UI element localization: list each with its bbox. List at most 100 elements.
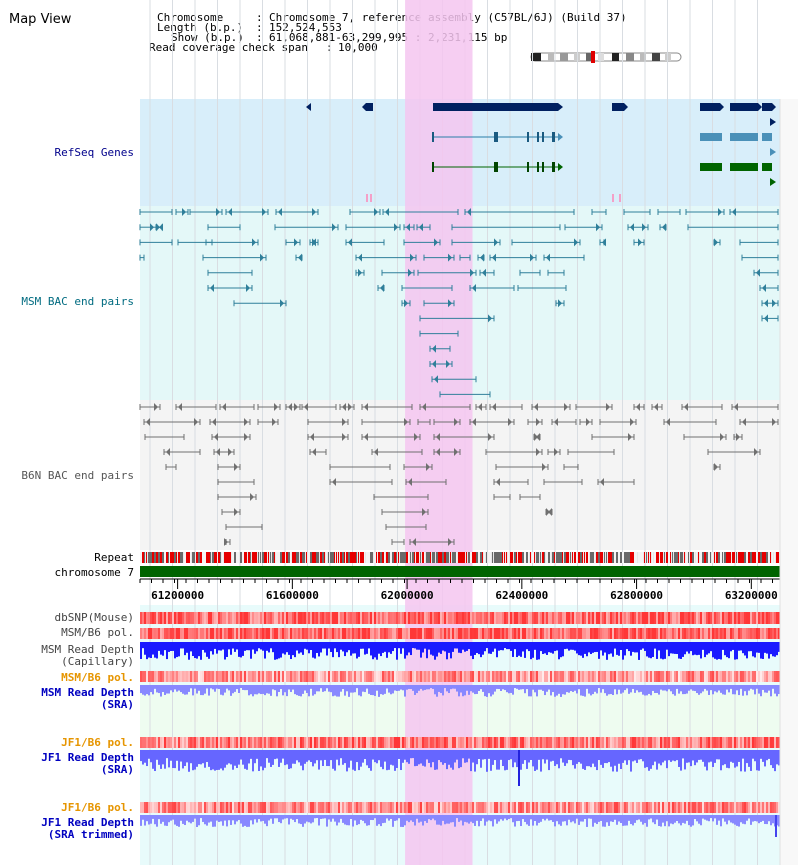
bac-end-pair[interactable]	[417, 268, 477, 277]
selected-region-highlight[interactable]	[405, 0, 473, 865]
bac-end-pair[interactable]	[209, 418, 251, 426]
bac-end-pair[interactable]	[429, 360, 453, 368]
gene-block[interactable]	[762, 103, 776, 111]
bac-end-pair[interactable]	[489, 253, 537, 262]
bac-end-pair[interactable]	[567, 449, 615, 455]
bac-end-pair[interactable]	[143, 418, 201, 426]
bac-end-pair[interactable]	[225, 208, 269, 216]
bac-end-pair[interactable]	[479, 268, 495, 277]
bac-end-pair[interactable]	[591, 433, 635, 441]
bac-end-pair[interactable]	[753, 268, 779, 277]
gene-block[interactable]	[700, 103, 724, 111]
bac-end-pair[interactable]	[349, 208, 381, 216]
bac-end-pair[interactable]	[519, 494, 541, 500]
gene-arrow[interactable]	[306, 103, 311, 111]
bac-end-pair[interactable]	[469, 418, 515, 426]
bac-end-pair[interactable]	[307, 418, 349, 426]
bac-end-pair[interactable]	[543, 479, 583, 485]
bac-end-pair[interactable]	[165, 464, 177, 470]
bac-end-pair[interactable]	[373, 494, 429, 500]
bac-end-pair[interactable]	[627, 223, 649, 232]
bac-end-pair[interactable]	[217, 463, 241, 471]
bac-end-pair[interactable]	[225, 524, 263, 530]
gene-arrow[interactable]	[362, 103, 373, 111]
bac-end-pair[interactable]	[423, 253, 455, 262]
bac-end-pair[interactable]	[493, 494, 511, 500]
bac-end-pair[interactable]	[371, 448, 423, 456]
bac-end-pair[interactable]	[685, 208, 725, 216]
bac-end-pair[interactable]	[409, 538, 455, 546]
bac-end-pair[interactable]	[224, 538, 231, 546]
bac-end-pair[interactable]	[651, 403, 663, 411]
bac-end-pair[interactable]	[139, 209, 173, 215]
gene-block[interactable]	[612, 103, 628, 111]
bac-end-pair[interactable]	[543, 253, 585, 262]
bac-end-pair[interactable]	[545, 508, 553, 516]
bac-end-pair[interactable]	[429, 344, 451, 353]
bac-end-pair[interactable]	[329, 478, 393, 486]
bac-end-pair[interactable]	[761, 299, 779, 308]
refseq-genes[interactable]	[306, 103, 776, 202]
bac-end-pair[interactable]	[285, 238, 301, 247]
bac-end-pair[interactable]	[597, 478, 635, 486]
bac-end-pair[interactable]	[381, 508, 429, 516]
bac-end-pair[interactable]	[489, 403, 523, 411]
bac-end-pair[interactable]	[207, 284, 253, 292]
bac-end-pair[interactable]	[599, 418, 637, 426]
bac-end-pair[interactable]	[295, 253, 303, 262]
bac-end-pair[interactable]	[274, 223, 339, 232]
bac-end-pair[interactable]	[385, 524, 427, 530]
bac-end-pair[interactable]	[681, 403, 723, 411]
bac-end-pair[interactable]	[156, 223, 163, 232]
bac-end-pair[interactable]	[301, 403, 337, 411]
bac-end-pair[interactable]	[551, 418, 577, 426]
bac-end-pair[interactable]	[211, 433, 251, 441]
variant-heat-tracks[interactable]	[140, 612, 780, 813]
bac-end-pair[interactable]	[623, 209, 651, 215]
bac-end-pair[interactable]	[202, 253, 267, 262]
bac-end-pair[interactable]	[707, 448, 761, 456]
bac-end-pair[interactable]	[403, 238, 441, 247]
bac-end-pair[interactable]	[339, 403, 355, 411]
bac-end-pair[interactable]	[403, 463, 433, 471]
bac-end-pair[interactable]	[731, 403, 779, 411]
bac-end-pair[interactable]	[257, 418, 279, 426]
bac-end-pair[interactable]	[493, 478, 529, 486]
gene-block[interactable]	[700, 163, 722, 171]
b6n-bac-end-pairs[interactable]	[139, 403, 779, 546]
repeat-track[interactable]	[140, 552, 780, 563]
bac-end-pair[interactable]	[391, 539, 405, 545]
bac-end-pair[interactable]	[485, 448, 543, 456]
bac-end-pair[interactable]	[579, 418, 593, 426]
bac-end-pair[interactable]	[233, 299, 287, 308]
bac-end-pair[interactable]	[207, 224, 241, 231]
bac-end-pair[interactable]	[633, 238, 645, 247]
bac-end-pair[interactable]	[663, 418, 717, 426]
bac-end-pair[interactable]	[401, 299, 411, 308]
bac-end-pair[interactable]	[345, 223, 401, 232]
bac-end-pair[interactable]	[163, 448, 201, 456]
bac-end-pair[interactable]	[189, 208, 223, 216]
bac-end-pair[interactable]	[382, 208, 459, 216]
bac-end-pair[interactable]	[361, 433, 421, 441]
bac-end-pair[interactable]	[139, 254, 145, 261]
bac-end-pair[interactable]	[419, 403, 471, 411]
bac-end-pair[interactable]	[555, 299, 565, 308]
bac-end-pair[interactable]	[139, 403, 161, 411]
bac-end-pair[interactable]	[403, 223, 415, 232]
bac-end-pair[interactable]	[657, 209, 681, 215]
bac-end-pair[interactable]	[564, 223, 603, 232]
right-scroll-strip[interactable]	[780, 99, 798, 865]
bac-end-pair[interactable]	[519, 269, 541, 276]
bac-end-pair[interactable]	[633, 403, 645, 411]
bac-end-pair[interactable]	[729, 208, 779, 216]
bac-end-pair[interactable]	[464, 208, 575, 216]
gene-block[interactable]	[730, 163, 758, 171]
bac-end-pair[interactable]	[433, 418, 461, 426]
bac-end-pair[interactable]	[687, 224, 779, 231]
bac-end-pair[interactable]	[221, 508, 241, 516]
gene-arrow[interactable]	[558, 133, 563, 141]
bac-end-pair[interactable]	[713, 463, 721, 471]
bac-end-pair[interactable]	[469, 284, 515, 292]
bac-end-pair[interactable]	[309, 448, 327, 456]
